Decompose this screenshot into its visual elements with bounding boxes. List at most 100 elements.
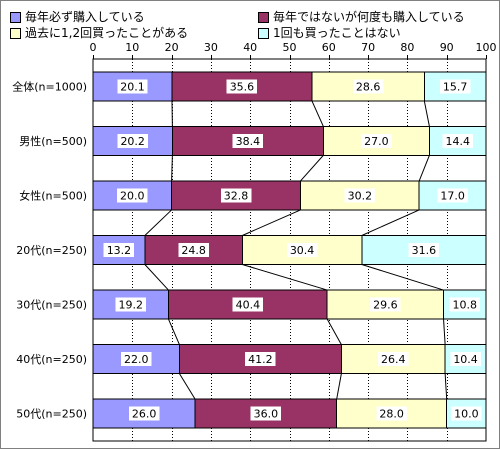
x-tick-label: 30 [204,41,218,54]
data-label-bg [449,297,480,312]
legend-swatch-often [258,12,269,23]
legend-label-never: 1回も買ったことはない [273,26,401,40]
data-label: 28.6 [356,80,381,93]
series-line [326,318,342,345]
series-line [444,373,448,400]
data-label-bg [450,352,481,367]
category-label: 全体(n=1000) [12,79,87,93]
data-label: 19.2 [118,299,143,312]
data-label-bg [117,188,148,203]
series-line [300,155,324,182]
data-label-bg [178,243,209,257]
data-label-bg [226,79,258,94]
x-tick-label: 90 [440,41,454,54]
series-line [418,155,430,182]
data-label-bg [370,297,401,312]
data-label: 26.4 [381,353,406,366]
data-label: 27.0 [364,135,389,148]
series-line [242,209,301,236]
data-label-bg [361,133,392,148]
series-line [443,319,446,345]
series-line [179,373,196,400]
series-line [361,209,420,236]
data-label: 17.0 [440,189,465,202]
data-label: 40.4 [236,299,261,312]
data-label: 20.1 [120,80,145,93]
data-label: 31.6 [412,244,437,257]
legend-label-often: 毎年ではないが何度も購入している [273,10,465,24]
series-line [423,100,430,127]
data-label-bg [376,406,407,421]
data-label: 32.8 [224,189,249,202]
data-label: 15.7 [443,80,468,93]
data-label: 13.2 [107,244,132,257]
data-label: 36.0 [254,408,279,421]
data-label: 26.0 [132,408,157,421]
data-label: 41.2 [248,353,273,366]
data-label: 24.8 [181,244,206,257]
x-tick-label: 50 [283,41,297,54]
data-label: 20.0 [120,189,145,202]
data-label-bg [232,297,264,312]
x-tick-label: 100 [476,41,497,54]
data-label: 29.6 [373,299,398,312]
data-label: 10.0 [454,408,479,421]
data-label-bg [117,133,148,148]
data-label-bg [220,188,252,203]
legend-swatch-always [10,12,21,23]
legend-label-always: 毎年必ず購入している [25,10,145,24]
data-label-bg [245,352,276,367]
x-tick-label: 70 [361,41,375,54]
data-label-bg [232,133,264,148]
series-line [336,373,342,400]
category-label: 50代(n=250) [16,408,87,421]
data-label: 14.4 [445,135,470,148]
x-tick-label: 20 [165,41,179,54]
data-label: 22.0 [124,353,149,366]
data-label: 35.6 [230,80,255,93]
data-label: 20.2 [120,135,145,148]
category-label: 女性(n=500) [19,188,87,202]
x-tick-label: 10 [125,41,139,54]
data-label: 38.4 [236,135,261,148]
data-label: 28.0 [379,408,404,421]
data-label-bg [121,352,152,367]
data-label-bg [442,133,473,148]
category-label: 40代(n=250) [16,353,87,366]
data-label-bg [250,406,282,421]
category-label: 30代(n=250) [16,299,87,312]
data-label: 10.8 [453,299,478,312]
x-tick-label: 40 [243,41,257,54]
x-tick-label: 0 [90,41,97,54]
data-label: 30.4 [290,244,315,257]
legend-swatch-once-twice [10,28,21,39]
data-label-bg [439,79,471,94]
series-line [311,100,324,127]
series-line [171,155,173,181]
series-line [167,318,180,345]
data-label-bg [437,188,468,203]
data-label-bg [352,79,384,94]
series-line [361,264,444,291]
data-label: 30.2 [348,189,373,202]
data-label-bg [103,243,135,257]
data-label-bg [378,352,409,367]
series-line [144,209,172,236]
data-label-bg [128,406,160,421]
series-line [144,264,169,291]
series-line [242,264,328,291]
category-label: 男性(n=500) [19,134,87,148]
category-label: 20代(n=250) [16,244,87,257]
x-tick-label: 80 [400,41,414,54]
data-label-bg [117,79,148,94]
data-label: 10.4 [453,353,478,366]
data-label-bg [451,406,482,421]
data-label-bg [408,243,440,257]
data-label-bg [115,297,146,312]
legend-label-once-twice: 過去に1,2回買ったことがある [25,26,189,40]
bar-segment [167,289,328,320]
x-tick-label: 60 [322,41,336,54]
legend-swatch-never [258,28,269,39]
